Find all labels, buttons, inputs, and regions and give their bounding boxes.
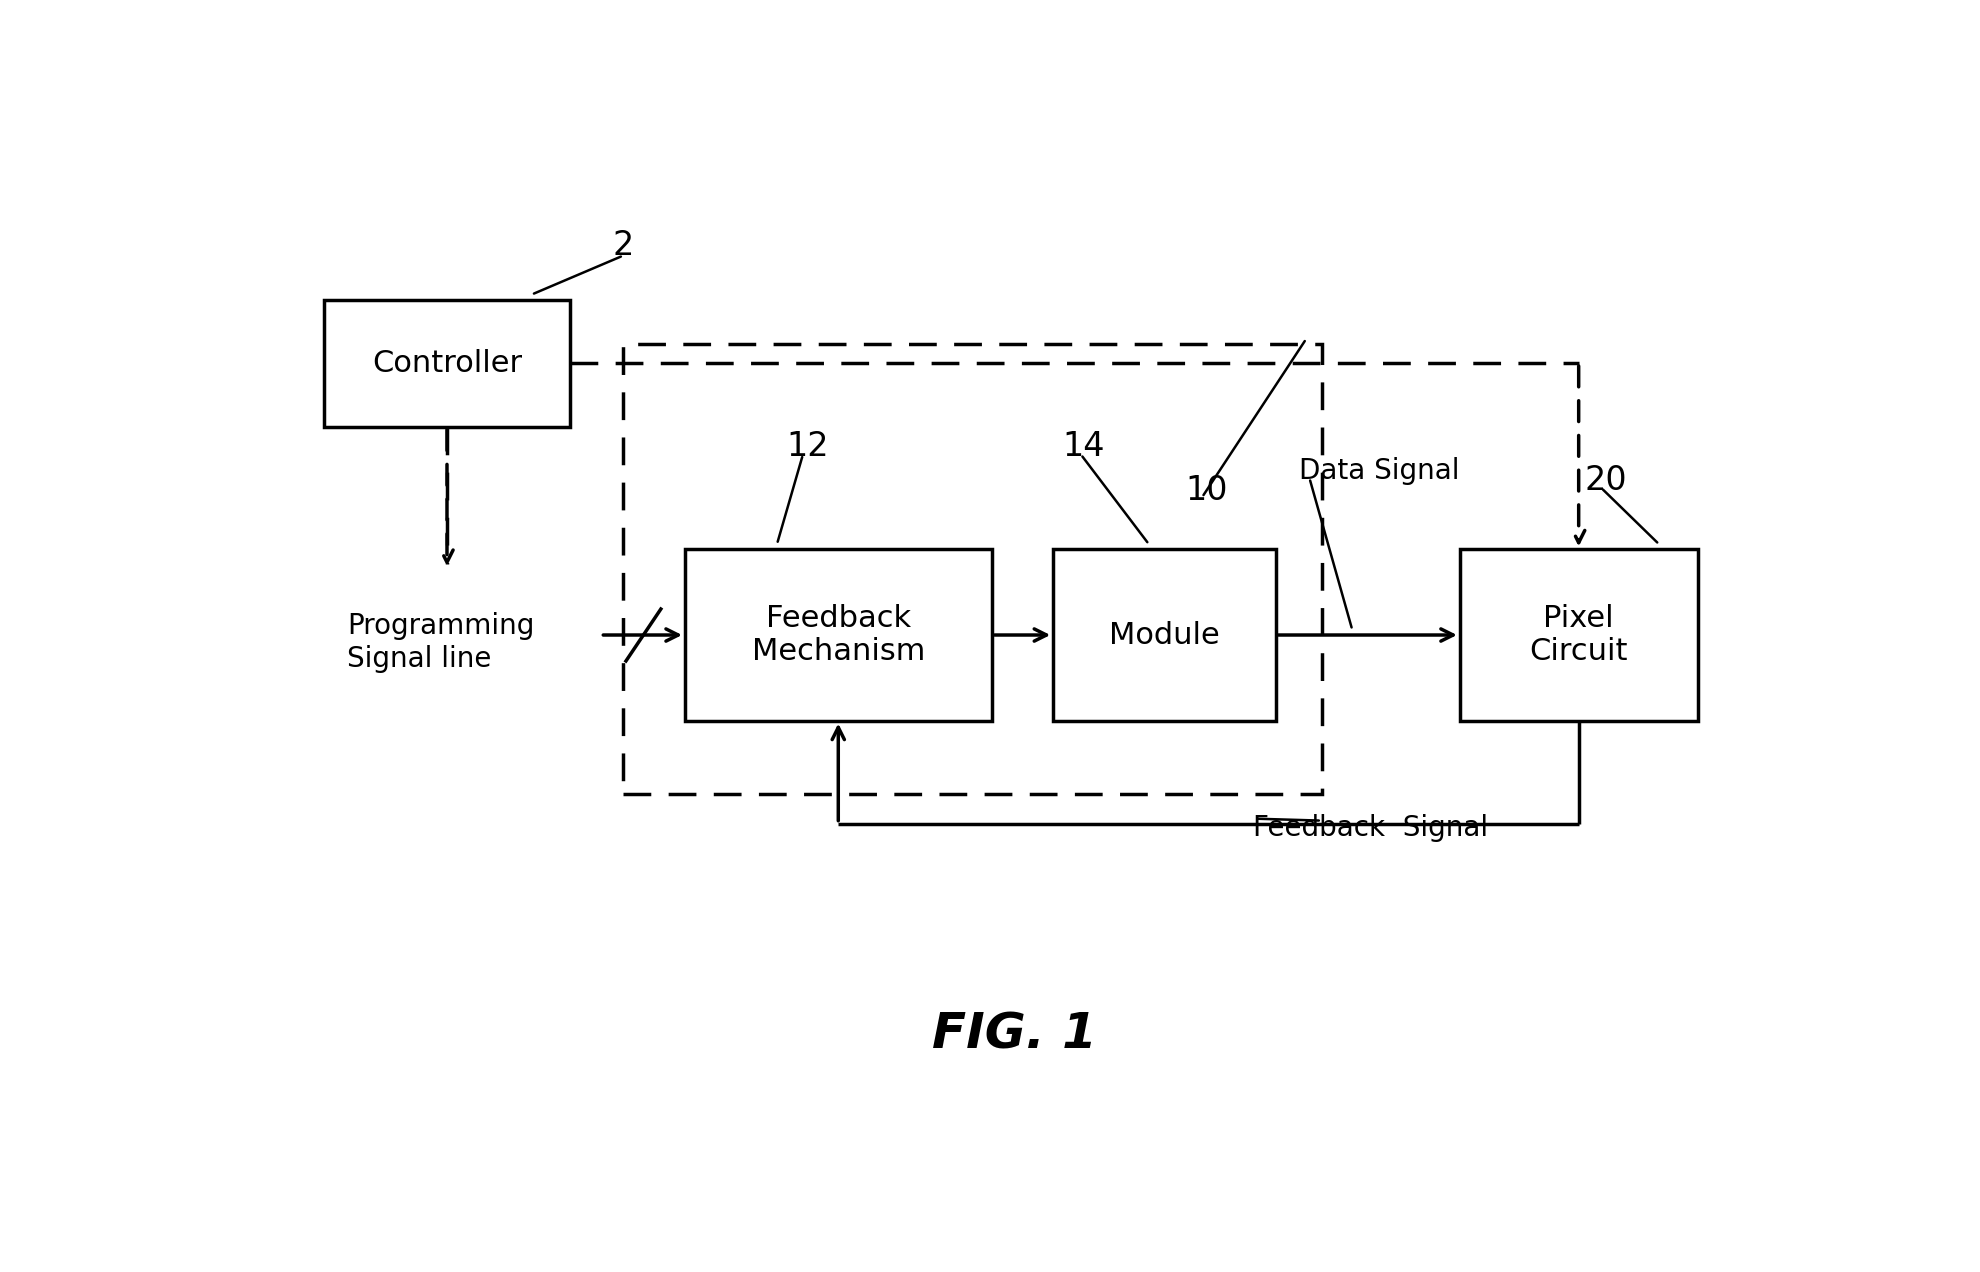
Text: 10: 10 <box>1186 474 1228 508</box>
Text: 14: 14 <box>1063 430 1105 463</box>
Text: Feedback
Mechanism: Feedback Mechanism <box>752 604 925 667</box>
Text: 12: 12 <box>786 430 830 463</box>
Text: Controller: Controller <box>372 349 523 378</box>
Bar <box>685 550 992 721</box>
Bar <box>1459 550 1697 721</box>
Text: FIG. 1: FIG. 1 <box>933 1010 1097 1058</box>
Text: 2: 2 <box>612 229 634 262</box>
Text: 20: 20 <box>1584 464 1628 497</box>
Text: Data Signal: Data Signal <box>1299 457 1459 485</box>
Bar <box>325 300 570 427</box>
Bar <box>624 343 1323 794</box>
Text: Programming
Signal line: Programming Signal line <box>346 612 535 673</box>
Text: Module: Module <box>1109 621 1220 650</box>
Text: Feedback  Signal: Feedback Signal <box>1253 814 1487 842</box>
Bar <box>1053 550 1275 721</box>
Text: Pixel
Circuit: Pixel Circuit <box>1529 604 1628 667</box>
